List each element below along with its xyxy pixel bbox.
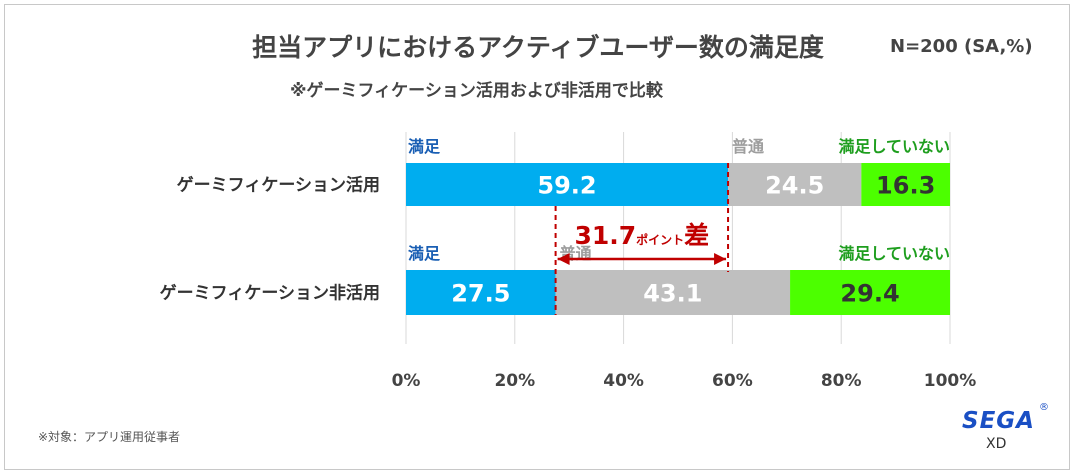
x-tick-label: 100% <box>924 371 977 391</box>
chart-subtitle: ※ゲーミフィケーション活用および非活用で比較 <box>290 81 663 101</box>
x-tick-label: 0% <box>392 371 421 391</box>
sega-xd-logo: SEGA ® XD <box>956 402 1056 458</box>
segment-label: 満足していない <box>838 137 950 156</box>
difference-annotation: 31.7ポイント差 <box>574 221 709 250</box>
x-tick-label: 20% <box>494 371 535 391</box>
category-label: ゲーミフィケーション活用 <box>177 175 380 196</box>
logo-subtext: XD <box>986 436 1007 452</box>
data-label: 27.5 <box>451 280 510 308</box>
data-label: 59.2 <box>537 172 596 200</box>
annotation-suffix: 差 <box>684 221 709 250</box>
data-label: 16.3 <box>876 172 935 200</box>
bar-segment <box>406 270 556 315</box>
segment-label: 満足 <box>408 137 441 156</box>
bar-segment <box>861 163 950 206</box>
category-label: ゲーミフィケーション非活用 <box>160 283 380 304</box>
logo-wordmark: SEGA <box>962 408 1035 434</box>
chart-title: 担当アプリにおけるアクティブユーザー数の満足度 <box>252 33 824 62</box>
segment-label: 満足していない <box>838 244 950 263</box>
arrow-head-left <box>557 253 570 265</box>
annotation-unit: ポイント <box>636 232 684 247</box>
x-tick-label: 40% <box>603 371 644 391</box>
logo-registered-mark: ® <box>1039 402 1049 413</box>
bar-segment <box>555 270 791 315</box>
data-label: 24.5 <box>765 172 824 200</box>
bar-segment <box>406 163 729 206</box>
arrow-head-right <box>714 253 727 265</box>
segment-label: 満足 <box>408 244 441 263</box>
data-label: 43.1 <box>643 280 702 308</box>
chart-frame <box>4 4 1070 470</box>
x-tick-label: 80% <box>821 371 862 391</box>
annotation-value: 31.7 <box>574 221 636 250</box>
bar-segment <box>790 270 950 315</box>
sample-size-label: N=200 (SA,%) <box>890 36 1033 57</box>
segment-label: 普通 <box>732 137 764 156</box>
data-label: 29.4 <box>840 280 899 308</box>
x-tick-label: 60% <box>712 371 753 391</box>
bar-segment <box>728 163 862 206</box>
footnote: ※対象：アプリ運用従事者 <box>38 430 181 444</box>
